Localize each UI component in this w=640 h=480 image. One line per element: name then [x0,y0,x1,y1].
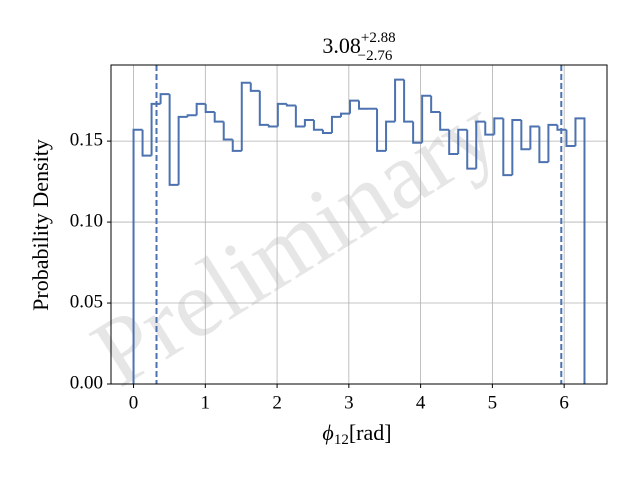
histogram-bin [204,103,215,113]
x-tick-label: 1 [201,392,211,413]
histogram-bin [412,121,423,144]
histogram-bin [285,103,296,107]
x-tick-label: 5 [488,392,498,413]
histogram-bin [294,105,305,128]
histogram-bin [141,129,152,157]
chart-title: 3.08+2.88 −2.76 [322,30,395,64]
plot-frame [110,64,608,385]
histogram-bin [303,119,314,127]
histogram-bin [376,108,387,152]
histogram-bin [231,139,242,152]
histogram-bin [403,79,414,123]
histogram-bin [493,117,504,135]
x-tick-label: 3 [344,392,354,413]
histogram-bin [565,129,576,147]
histogram-bin [421,94,432,143]
title-upper: +2.88 [361,30,396,46]
histogram-bin [394,78,405,122]
histogram-bin [574,117,586,384]
y-tick-label: 0.00 [70,372,103,393]
histogram-bin [150,102,161,156]
x-tick-label: 0 [129,392,139,413]
histogram-bin [321,129,332,135]
histogram-bin [556,124,567,131]
histogram-bin [168,94,179,186]
x-tick-label: 4 [416,392,426,413]
histogram-bin [430,95,441,113]
histogram-bin [330,115,341,134]
x-label-sub: 12 [334,432,349,448]
histogram-bin [466,129,477,170]
title-lower: −2.76 [358,48,393,64]
histogram-bin [312,120,323,131]
histogram-bin [132,128,143,384]
histogram-bin [195,102,206,116]
histogram-bin [222,121,233,141]
histogram-bin [511,119,522,176]
histogram-bin [267,124,278,128]
histogram-bin [547,123,558,163]
histogram-bin [385,120,396,151]
histogram-bin [448,129,459,156]
histogram-bin [358,100,369,110]
x-label-unit: [rad] [349,420,392,445]
histogram-bin [439,111,450,131]
title-main: 3.08 [322,33,361,58]
histogram-bin [502,118,513,177]
histogram-bin [213,111,224,123]
histogram-bin [529,125,540,150]
histogram-bin [475,120,486,169]
y-tick-label: 0.10 [70,210,103,231]
y-axis-label: Probability Density [28,139,53,311]
histogram-bin [159,93,170,104]
histogram-bin [177,115,188,185]
histogram-bin [258,90,269,126]
histogram-bin [457,128,468,155]
histogram-bin [186,114,197,117]
histogram-bin [484,121,495,136]
x-axis-label: ϕ12[rad] [322,420,391,448]
x-tick-label: 2 [272,392,282,413]
histogram-bin [276,102,287,127]
histogram-bin [520,120,531,151]
histogram-bin [538,126,549,164]
y-tick-label: 0.15 [70,129,103,150]
histogram-bin [339,112,350,117]
x-tick-label: 6 [559,392,569,413]
y-tick-label: 0.05 [70,291,103,312]
x-label-symbol: ϕ [322,420,333,445]
histogram-bin [240,81,251,151]
histogram-bin [348,99,360,114]
watermark: Preliminary [74,76,515,407]
histogram-bin [249,82,260,92]
